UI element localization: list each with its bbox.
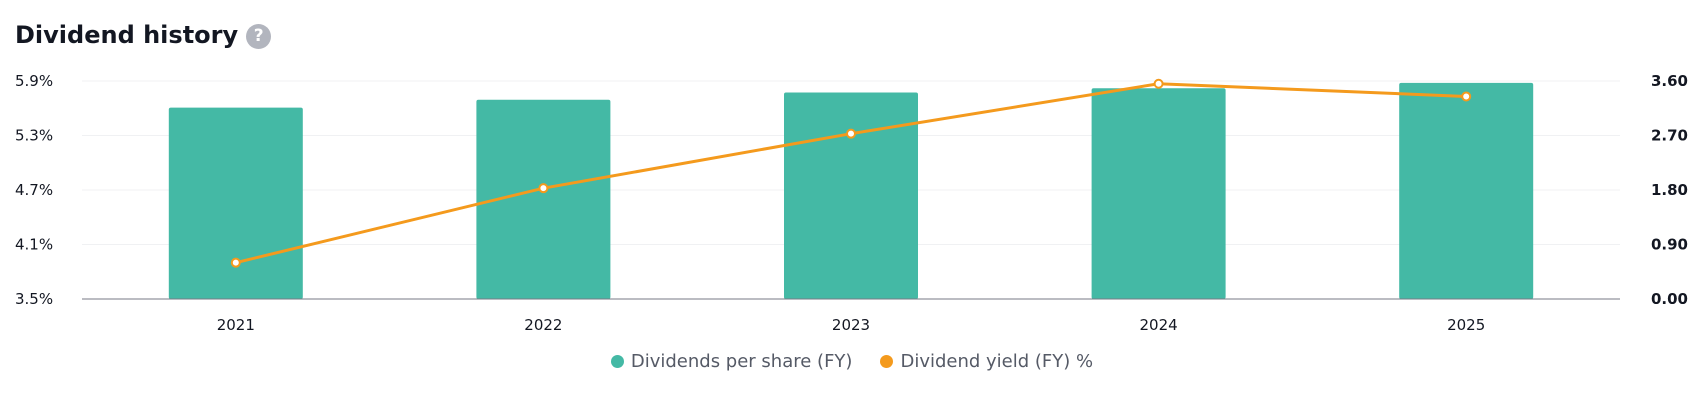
left-tick-label: 3.5% bbox=[15, 290, 53, 308]
left-tick-label: 5.3% bbox=[15, 127, 53, 145]
right-tick-label: 2.70 bbox=[1651, 127, 1688, 145]
left-tick-label: 4.1% bbox=[15, 236, 53, 254]
legend-item-dividends[interactable]: Dividends per share (FY) bbox=[610, 351, 853, 372]
x-tick-label: 2022 bbox=[524, 316, 562, 334]
bar-2025 bbox=[1399, 82, 1534, 299]
right-tick-label: 0.90 bbox=[1651, 236, 1688, 254]
right-tick-label: 0.00 bbox=[1651, 290, 1688, 308]
x-tick-label: 2021 bbox=[217, 316, 255, 334]
chart-title: Dividend history bbox=[15, 21, 239, 49]
legend-label-dividends: Dividends per share (FY) bbox=[630, 351, 853, 372]
x-tick-label: 2023 bbox=[832, 316, 870, 334]
right-tick-label: 3.60 bbox=[1651, 72, 1688, 90]
bar-2022 bbox=[476, 99, 611, 300]
x-tick-label: 2025 bbox=[1447, 316, 1485, 334]
left-tick-label: 4.7% bbox=[15, 181, 53, 199]
right-tick-label: 1.80 bbox=[1651, 181, 1688, 199]
x-tick-label: 2024 bbox=[1140, 316, 1178, 334]
bar-2024 bbox=[1091, 88, 1226, 300]
bar-2023 bbox=[784, 92, 918, 299]
legend-dot-dividends bbox=[610, 355, 624, 368]
question-mark-icon[interactable]: ? bbox=[246, 23, 272, 49]
legend-dot-yield bbox=[880, 355, 894, 368]
yield-point-2023 bbox=[846, 128, 856, 139]
chart-header: Dividend history ? bbox=[15, 20, 272, 50]
legend-label-yield: Dividend yield (FY) % bbox=[900, 351, 1094, 372]
left-tick-label: 5.9% bbox=[15, 72, 53, 90]
bar-2021 bbox=[168, 107, 303, 300]
yield-point-2022 bbox=[538, 183, 549, 194]
yield-point-2021 bbox=[230, 257, 241, 268]
yield-point-2024 bbox=[1153, 78, 1164, 89]
legend-item-yield[interactable]: Dividend yield (FY) % bbox=[880, 351, 1093, 372]
chart-legend: Dividends per share (FY) Dividend yield … bbox=[0, 351, 1704, 372]
yield-point-2025 bbox=[1461, 91, 1472, 102]
